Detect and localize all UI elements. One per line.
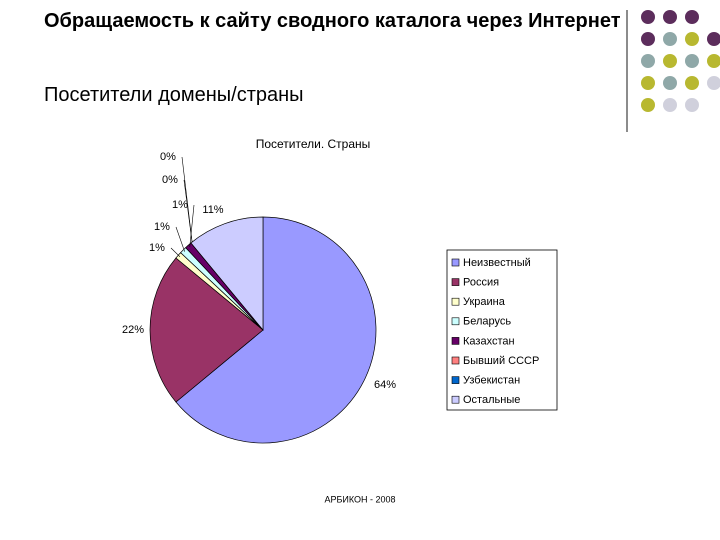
legend-label: Неизвестный	[463, 257, 531, 269]
slide-title: Обращаемость к сайту сводного каталога ч…	[44, 10, 621, 32]
legend-swatch	[451, 395, 460, 404]
data-label: 22%	[122, 324, 144, 336]
decoration	[641, 10, 720, 112]
data-label: 1%	[172, 199, 188, 211]
legend-swatch	[451, 297, 460, 306]
leader-line	[175, 226, 185, 252]
legend-label: Бывший СССР	[463, 355, 539, 367]
legend-box	[446, 249, 558, 411]
leader-line	[181, 156, 193, 245]
data-label: 0%	[160, 151, 176, 163]
legend-label: Украина	[463, 296, 506, 308]
legend-swatch	[451, 356, 460, 365]
data-label: 0%	[162, 174, 178, 186]
slide-subtitle: Посетители домены/страны	[44, 84, 304, 106]
footer: АРБИКОН - 2008	[324, 494, 395, 504]
leader-line	[170, 247, 181, 257]
legend-swatch	[451, 337, 460, 345]
legend-label: Остальные	[463, 394, 520, 406]
chart-title: Посетители. Страны	[256, 137, 371, 151]
leader-line	[189, 204, 195, 247]
data-label: 64%	[374, 379, 396, 391]
legend-swatch	[451, 317, 460, 326]
legend-swatch	[451, 258, 460, 267]
legend-label: Россия	[463, 277, 499, 289]
data-label: 1%	[154, 221, 170, 233]
pie-slice	[190, 216, 264, 331]
legend-swatch	[451, 376, 460, 384]
legend-label: Беларусь	[463, 316, 511, 328]
pie-slice	[175, 216, 377, 444]
pie-slice	[149, 257, 264, 403]
legend-label: Казахстан	[463, 335, 515, 347]
legend-swatch	[451, 278, 460, 286]
legend-label: Узбекистан	[463, 375, 520, 387]
data-label: 11%	[202, 204, 223, 216]
data-label: 1%	[149, 242, 165, 254]
